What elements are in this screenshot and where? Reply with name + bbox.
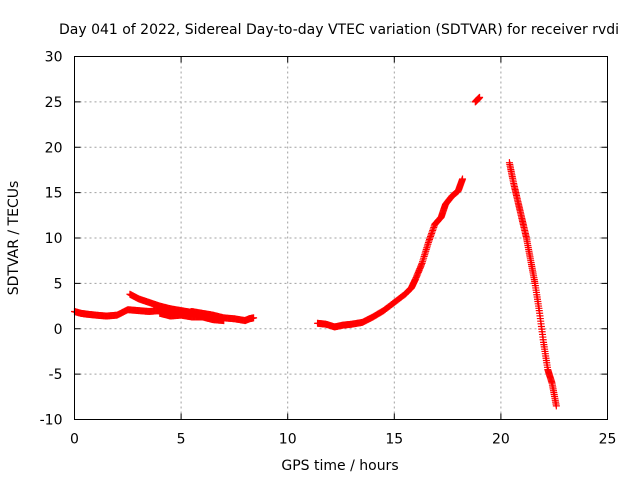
plot-frame <box>74 56 608 420</box>
chart-title: Day 041 of 2022, Sidereal Day-to-day VTE… <box>59 22 619 38</box>
x-axis-label: GPS time / hours <box>281 458 398 474</box>
y-tick-label: 10 <box>45 231 63 247</box>
x-tick-label: 10 <box>279 432 297 448</box>
x-tick-label: 20 <box>492 432 510 448</box>
y-tick-label: 25 <box>45 95 63 111</box>
x-tick-label: 15 <box>385 432 403 448</box>
y-tick-label: 30 <box>45 50 63 66</box>
x-tick-label: 0 <box>70 432 79 448</box>
y-tick-label: -5 <box>49 367 63 383</box>
y-tick-label: -10 <box>40 413 63 429</box>
y-tick-label: 0 <box>54 322 63 338</box>
y-tick-label: 15 <box>45 186 63 202</box>
y-tick-label: 20 <box>45 140 63 156</box>
data-point <box>552 402 560 410</box>
y-axis-label: SDTVAR / TECUs <box>6 181 22 296</box>
data-point <box>220 317 228 325</box>
y-tick-label: 5 <box>54 276 63 292</box>
data-points <box>71 93 560 410</box>
data-point <box>209 312 217 320</box>
data-point <box>476 93 484 101</box>
data-point <box>459 175 467 183</box>
data-point <box>250 314 258 322</box>
x-tick-label: 25 <box>599 432 617 448</box>
x-tick-label: 5 <box>177 432 186 448</box>
axis-ticks: 0 5 10 15 20 25 -10 -5 0 5 10 15 20 25 30 <box>40 50 617 448</box>
